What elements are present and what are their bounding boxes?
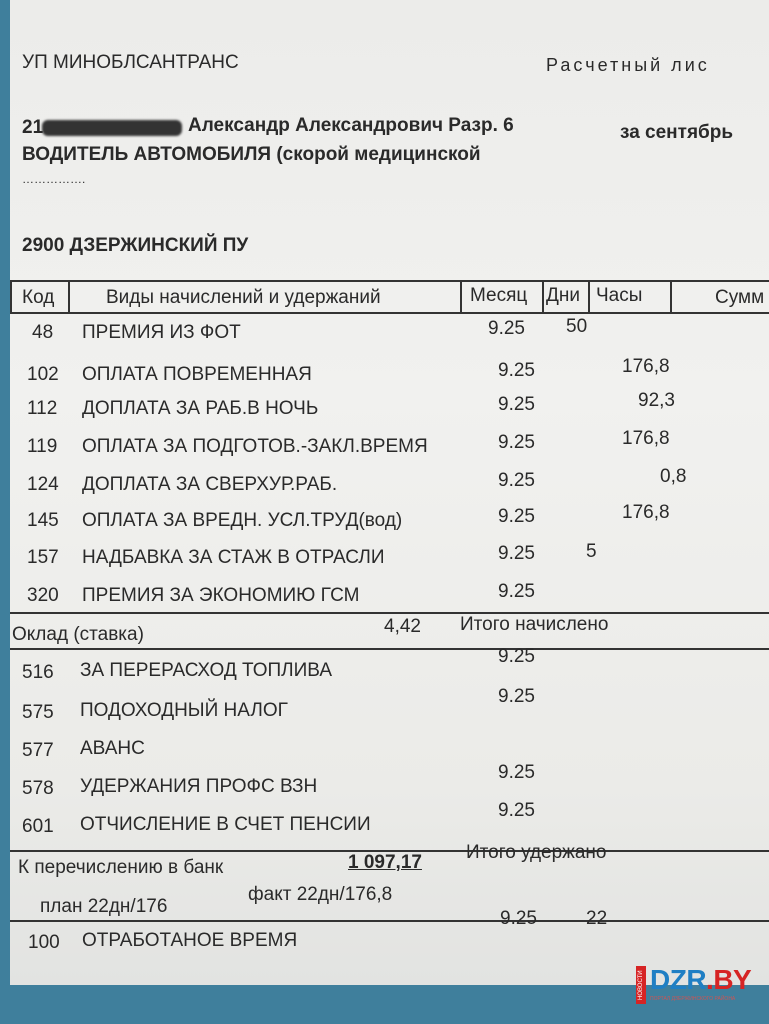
col-month: Месяц	[470, 285, 528, 306]
row-month: 9.25	[498, 470, 535, 491]
row-name: ЗА ПЕРЕРАСХОД ТОПЛИВА	[80, 660, 332, 681]
dzr-logo: НОВОСТИ DZR.BY ПОРТАЛ ДЗЕРЖИНСКОГО РАЙОН…	[636, 966, 766, 1006]
row-code: 48	[32, 322, 54, 343]
logo-brand: DZR	[650, 964, 707, 995]
total-accrued-label: Итого начислено	[460, 614, 609, 635]
total-deducted-label: Итого удержано	[466, 842, 607, 863]
row-code: 119	[27, 436, 58, 457]
row-code: 102	[27, 364, 59, 385]
row-name: ОПЛАТА ПОВРЕМЕННАЯ	[82, 364, 312, 385]
redaction	[42, 120, 182, 136]
fact: факт 22дн/176,8	[248, 884, 393, 905]
row-name: ОТЧИСЛЕНИЕ В СЧЕТ ПЕНСИИ	[80, 814, 371, 835]
row-name: ДОПЛАТА ЗА СВЕРХУР.РАБ.	[82, 474, 338, 495]
org-name: УП МИНОБЛСАНТРАНС	[22, 52, 239, 73]
row-month: 9.25	[498, 762, 535, 783]
row-name: ДОПЛАТА ЗА РАБ.В НОЧЬ	[82, 398, 319, 419]
row-days: 5	[586, 541, 597, 562]
row-month: 9.25	[498, 581, 535, 602]
worked-name: ОТРАБОТАНОЕ ВРЕМЯ	[82, 930, 298, 951]
row-hours: 176,8	[622, 356, 670, 377]
row-code: 601	[22, 816, 54, 837]
row-month: 9.25	[498, 432, 535, 453]
row-days: 50	[566, 316, 588, 337]
row-month: 9.25	[498, 800, 535, 821]
logo-subtitle: ПОРТАЛ ДЗЕРЖИНСКОГО РАЙОНА	[650, 996, 736, 1002]
row-code: 112	[27, 398, 58, 419]
row-code: 320	[27, 585, 59, 606]
row-code: 145	[27, 510, 59, 531]
row-name: НАДБАВКА ЗА СТАЖ В ОТРАСЛИ	[82, 547, 385, 568]
row-hours: 0,8	[660, 466, 687, 487]
row-month: 9.25	[498, 646, 535, 667]
row-name: ОПЛАТА ЗА ВРЕДН. УСЛ.ТРУД(вод)	[82, 510, 403, 531]
row-code: 575	[22, 702, 54, 723]
row-name: ПРЕМИЯ ИЗ ФОТ	[82, 322, 241, 343]
row-month: 9.25	[498, 360, 535, 381]
bank-value: 1 097,17	[348, 852, 422, 873]
row-hours: 176,8	[622, 502, 670, 523]
row-hours: 92,3	[638, 390, 675, 411]
doc-title: Расчетный лис	[546, 55, 710, 75]
row-name: ПОДОХОДНЫЙ НАЛОГ	[80, 700, 288, 721]
col-hours: Часы	[596, 285, 643, 306]
row-month: 9.25	[498, 394, 535, 415]
row-name: АВАНС	[80, 738, 145, 759]
col-code: Код	[22, 287, 55, 308]
row-hours: 176,8	[622, 428, 670, 449]
salary-value: 4,42	[384, 616, 421, 637]
col-days: Дни	[546, 285, 580, 306]
worked-month: 9.25	[500, 908, 537, 929]
col-name: Виды начислений и удержаний	[106, 287, 381, 308]
logo-tld: .BY	[706, 964, 752, 995]
row-month: 9.25	[488, 318, 525, 339]
col-sum: Сумм	[715, 287, 765, 308]
row-name: УДЕРЖАНИЯ ПРОФС ВЗН	[80, 776, 318, 797]
worked-days: 22	[586, 908, 608, 929]
position: ВОДИТЕЛЬ АВТОМОБИЛЯ (скорой медицинской	[22, 144, 481, 165]
row-month: 9.25	[498, 506, 535, 527]
payslip: УП МИНОБЛСАНТРАНС Расчетный лис 21 Алекс…	[10, 0, 769, 985]
row-code: 577	[22, 740, 54, 761]
row-month: 9.25	[498, 686, 535, 707]
employee-prefix: 21	[22, 117, 44, 138]
bank-label: К перечислению в банк	[18, 857, 224, 878]
row-month: 9.25	[498, 543, 535, 564]
row-name: ПРЕМИЯ ЗА ЭКОНОМИЮ ГСМ	[82, 585, 360, 606]
employee-name: Александр Александрович Разр. 6	[188, 115, 514, 136]
logo-tag: НОВОСТИ	[636, 966, 646, 1004]
worked-code: 100	[28, 932, 60, 953]
row-code: 124	[27, 474, 59, 495]
row-code: 578	[22, 778, 54, 799]
plan: план 22дн/176	[40, 896, 168, 917]
row-name: ОПЛАТА ЗА ПОДГОТОВ.-ЗАКЛ.ВРЕМЯ	[82, 436, 428, 457]
period: за сентябрь	[620, 122, 734, 143]
row-code: 516	[22, 662, 54, 683]
department: 2900 ДЗЕРЖИНСКИЙ ПУ	[22, 235, 249, 256]
salary-label: Оклад (ставка)	[12, 624, 144, 645]
position-cont: …………….	[22, 172, 86, 186]
row-code: 157	[27, 547, 59, 568]
